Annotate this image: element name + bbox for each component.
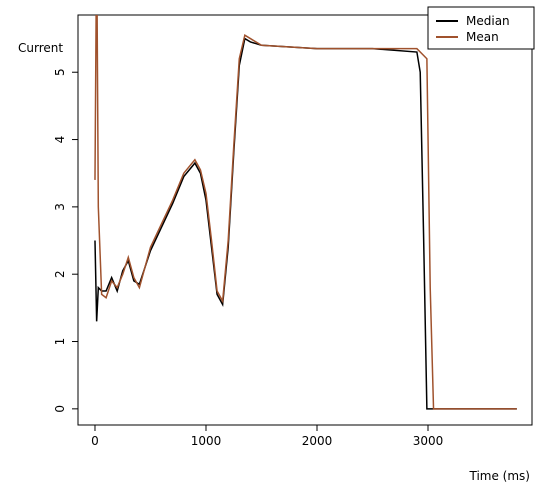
x-tick-label: 0 <box>91 434 99 448</box>
y-tick-label: 1 <box>53 338 67 346</box>
x-tick-label: 2000 <box>302 434 333 448</box>
y-tick-label: 4 <box>53 136 67 144</box>
series-line <box>94 37 517 410</box>
y-tick-label: 5 <box>53 68 67 76</box>
x-tick-label: 3000 <box>413 434 444 448</box>
series-line <box>94 15 517 410</box>
y-tick-label: 2 <box>53 270 67 278</box>
x-axis-label: Time (ms) <box>469 469 531 483</box>
y-tick-label: 0 <box>53 405 67 413</box>
plot-frame <box>77 14 533 426</box>
legend-box <box>427 6 535 50</box>
y-tick-label: 3 <box>53 203 67 211</box>
x-tick-label: 1000 <box>191 434 222 448</box>
plot-area <box>94 15 517 410</box>
legend-label: Mean <box>466 30 499 44</box>
y-axis-label: Current <box>18 41 63 55</box>
legend-label: Median <box>466 14 510 28</box>
